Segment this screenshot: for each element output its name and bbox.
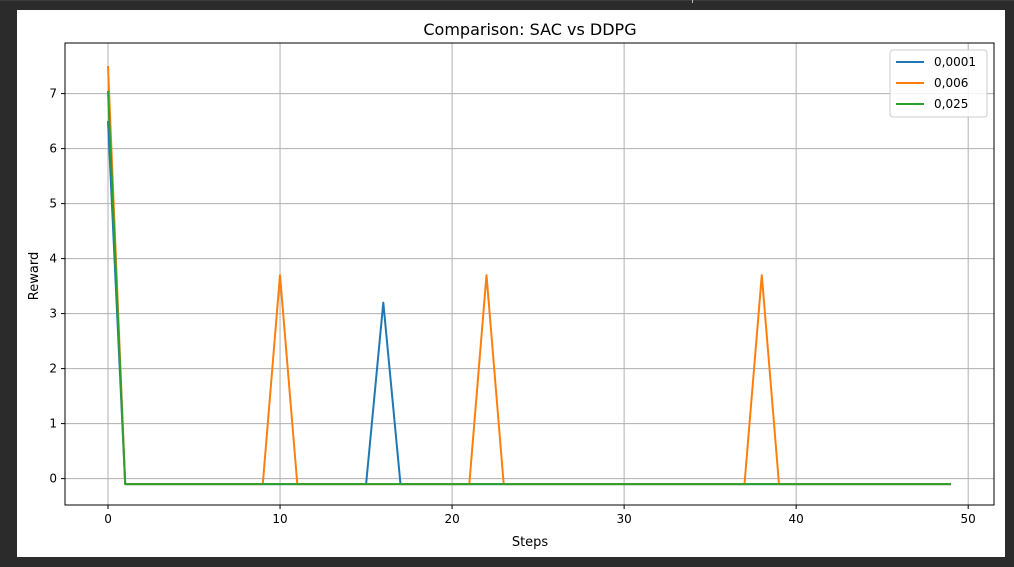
line-chart: 0 10 20 30 40 50 0 1 2 3 4 5 6 7 0,0001 0,006 0,025 Compa… xyxy=(27,20,995,550)
x-tick-label: 50 xyxy=(961,512,976,526)
chart-title: Comparison: SAC vs DDPG xyxy=(423,20,636,39)
y-tick-label: 6 xyxy=(49,142,57,156)
x-tick-label: 40 xyxy=(789,512,804,526)
legend-label-2: 0,006 xyxy=(934,76,968,90)
window-edge-glyph xyxy=(0,12,4,26)
series-line-2 xyxy=(107,66,951,486)
y-tick-label: 0 xyxy=(49,472,57,486)
x-axis-label: Steps xyxy=(512,535,549,550)
legend-box xyxy=(889,49,988,118)
x-tick-label: 20 xyxy=(444,512,459,526)
y-tick-label: 3 xyxy=(49,307,57,321)
plot-frame xyxy=(64,42,995,506)
chart-figure: 0 10 20 30 40 50 0 1 2 3 4 5 6 7 0,0001 0,006 0,025 Compa… xyxy=(17,10,1005,557)
y-tick-label: 1 xyxy=(49,417,57,431)
y-tick-label: 5 xyxy=(49,197,57,211)
y-tick-label: 4 xyxy=(49,252,57,266)
legend: 0,0001 0,006 0,025 xyxy=(889,49,988,118)
x-tick-label: 10 xyxy=(272,512,287,526)
series-line-1 xyxy=(107,121,951,486)
x-tick-label: 30 xyxy=(616,512,631,526)
series-line-3 xyxy=(107,90,951,486)
window-top-border xyxy=(0,0,1014,1)
legend-label-3: 0,025 xyxy=(934,97,968,111)
y-tick-label: 7 xyxy=(49,87,57,101)
window-top-tick xyxy=(692,0,693,3)
legend-label-1: 0,0001 xyxy=(934,55,976,69)
y-tick-label: 2 xyxy=(49,362,57,376)
y-axis-label: Reward xyxy=(27,252,42,300)
x-tick-label: 0 xyxy=(104,512,112,526)
